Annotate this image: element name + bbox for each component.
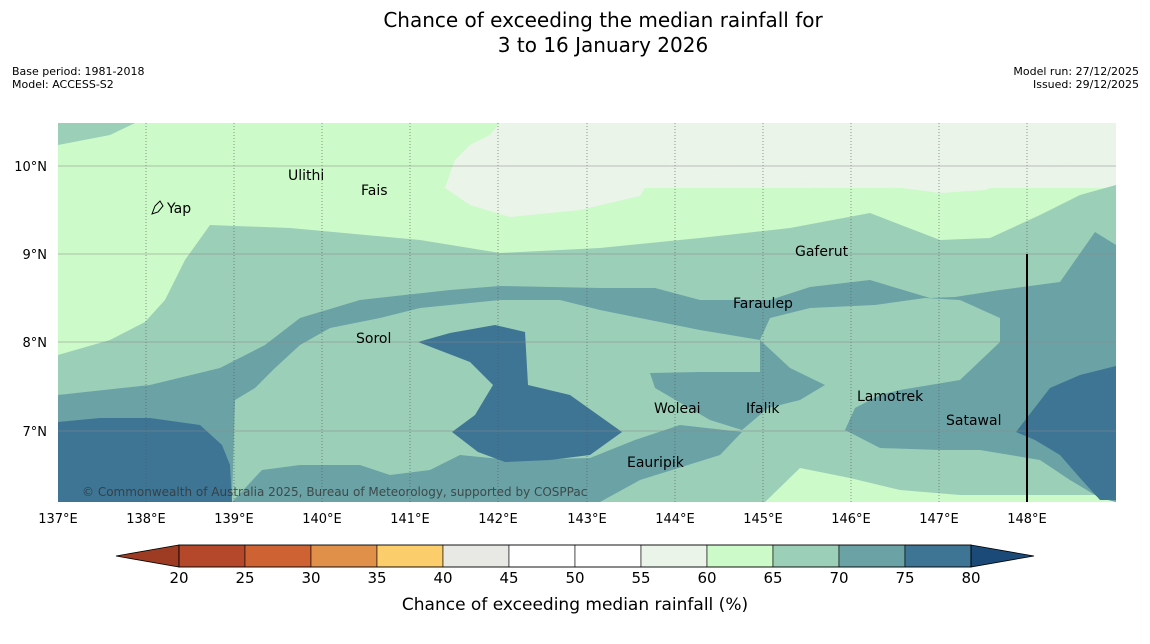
colorbar-tick-label: 55	[631, 569, 650, 587]
copyright-notice: © Commonwealth of Australia 2025, Bureau…	[82, 485, 587, 499]
lat-label-9n: 9°N	[23, 248, 48, 263]
field-75-80-lower	[232, 425, 742, 502]
colorbar-tick-label: 35	[367, 569, 386, 587]
lon-label-147e: 147°E	[919, 512, 959, 527]
field-65-70-bottom	[765, 468, 1116, 502]
field-60-65-patch-b	[655, 123, 1116, 193]
meta-right: Model run: 27/12/2025 Issued: 29/12/2025	[960, 65, 1139, 91]
colorbar-segment	[376, 544, 444, 568]
map-area: Ulithi Fais Yap Gaferut Faraulep Sorol L…	[58, 123, 1116, 502]
colorbar-segment	[838, 544, 906, 568]
colorbar-segment	[574, 544, 642, 568]
colorbar-tick-label: 40	[433, 569, 452, 587]
colorbar-segment	[706, 544, 774, 568]
meridian-lines	[145, 123, 1028, 502]
model-name: Model: ACCESS-S2	[12, 78, 114, 91]
lon-label-140e: 140°E	[302, 512, 342, 527]
colorbar-segment	[310, 544, 378, 568]
parallel-lines	[58, 165, 1116, 432]
colorbar-segment	[772, 544, 840, 568]
place-sorol: Sorol	[356, 331, 391, 347]
lon-label-139e: 139°E	[214, 512, 254, 527]
title-line-2: 3 to 16 January 2026	[497, 33, 709, 57]
colorbar-segments	[178, 544, 972, 568]
colorbar-tick-label: 75	[895, 569, 914, 587]
place-woleai: Woleai	[654, 401, 701, 417]
colorbar-tick-label: 80	[961, 569, 980, 587]
meta-left: Base period: 1981-2018 Model: ACCESS-S2	[12, 65, 144, 91]
lon-labels: 137°E 138°E 139°E 140°E 141°E 142°E 143°…	[38, 512, 1047, 527]
place-yap: Yap	[166, 201, 191, 217]
colorbar: 20 25 30 35 40 45 50 55 60 65 70 75 80 Chance of exc…	[115, 544, 1035, 615]
place-labels: Ulithi Fais Yap Gaferut Faraulep Sorol L…	[166, 168, 1001, 471]
place-satawal: Satawal	[946, 413, 1001, 429]
colorbar-segment	[442, 544, 510, 568]
colorbar-tick-label: 25	[235, 569, 254, 587]
lat-label-10n: 10°N	[14, 160, 47, 175]
colorbar-segment	[178, 544, 246, 568]
field-65-70	[58, 123, 1116, 218]
colorbar-ticks: 20 25 30 35 40 45 50 55 60 65 70 75 80	[169, 569, 980, 587]
field-60-65-patch-a	[445, 123, 655, 217]
colorbar-tick-label: 30	[301, 569, 320, 587]
place-fais: Fais	[361, 183, 388, 199]
lon-label-146e: 146°E	[831, 512, 871, 527]
colorbar-segment	[640, 544, 708, 568]
colorbar-tick-label: 60	[697, 569, 716, 587]
place-gaferut: Gaferut	[795, 244, 849, 260]
place-faraulep: Faraulep	[733, 296, 793, 312]
base-period: Base period: 1981-2018	[12, 65, 145, 78]
place-ulithi: Ulithi	[288, 168, 324, 184]
colorbar-high-extend	[970, 544, 1035, 568]
lon-label-143e: 143°E	[567, 512, 607, 527]
field-75-80	[58, 232, 1116, 502]
colorbar-segment	[508, 544, 576, 568]
place-ifalik: Ifalik	[746, 401, 780, 417]
lat-labels: 10°N 9°N 8°N 7°N	[14, 160, 47, 440]
title-line-1: Chance of exceeding the median rainfall …	[383, 8, 823, 32]
lon-label-145e: 145°E	[743, 512, 783, 527]
colorbar-segment	[904, 544, 972, 568]
lon-label-137e: 137°E	[38, 512, 78, 527]
colorbar-tick-label: 50	[565, 569, 584, 587]
colorbar-low-extend	[115, 544, 180, 568]
colorbar-outline	[178, 544, 972, 568]
field-80-plus	[58, 325, 1116, 502]
colorbar-tick-label: 20	[169, 569, 188, 587]
colorbar-tick-label: 65	[763, 569, 782, 587]
model-run: Model run: 27/12/2025	[1013, 65, 1139, 78]
issued-date: Issued: 29/12/2025	[1032, 78, 1139, 91]
lon-label-144e: 144°E	[655, 512, 695, 527]
lon-label-148e: 148°E	[1007, 512, 1047, 527]
colorbar-segment	[244, 544, 312, 568]
chart-title: Chance of exceeding the median rainfall …	[0, 8, 1150, 58]
lon-label-138e: 138°E	[126, 512, 166, 527]
place-lamotrek: Lamotrek	[857, 389, 924, 405]
place-eauripik: Eauripik	[627, 455, 685, 471]
colorbar-tick-label: 70	[829, 569, 848, 587]
lon-label-141e: 141°E	[390, 512, 430, 527]
lon-label-142e: 142°E	[478, 512, 518, 527]
lat-label-8n: 8°N	[23, 336, 48, 351]
colorbar-label: Chance of exceeding median rainfall (%)	[402, 595, 748, 615]
yap-island-shape	[151, 200, 164, 215]
colorbar-tick-label: 45	[499, 569, 518, 587]
lat-label-7n: 7°N	[23, 425, 48, 440]
